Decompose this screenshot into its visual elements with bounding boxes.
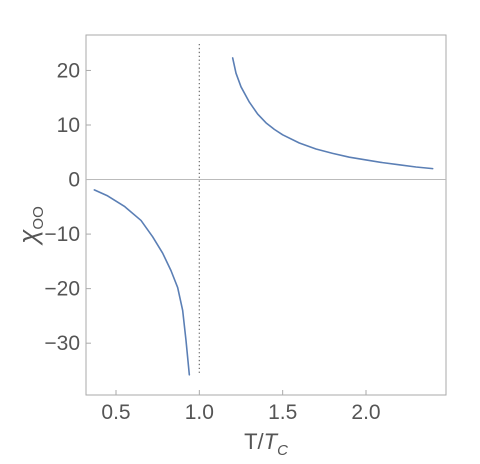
x-axis-label: T/TC — [244, 429, 288, 459]
x-axis-label-main: T/ — [244, 429, 264, 454]
series-line-above-tc — [231, 57, 434, 170]
plot-frame — [85, 34, 447, 396]
x-tick-label: 1.5 — [268, 401, 297, 424]
y-axis-ticks: 20 10 0 −10 −20 −30 — [44, 59, 91, 355]
series-group — [93, 57, 434, 376]
x-tick-label: 2.0 — [351, 401, 380, 424]
x-tick-label: 1.0 — [185, 401, 214, 424]
y-tick-label: 20 — [57, 59, 80, 82]
x-axis-label-sub: C — [277, 442, 288, 459]
series-line-below-tc — [93, 189, 191, 376]
y-axis-label-main: χ — [13, 229, 43, 246]
y-tick-label: −10 — [44, 223, 80, 246]
x-tick-label: 0.5 — [101, 401, 130, 424]
y-tick-label: 10 — [57, 114, 80, 137]
y-tick-label: 0 — [68, 169, 80, 192]
y-axis-label: χOO — [13, 206, 47, 246]
y-tick-label: −20 — [44, 278, 80, 301]
y-axis-label-sub: OO — [30, 206, 47, 229]
x-axis-label-var: T — [264, 429, 279, 454]
x-axis-ticks: 0.5 1.0 1.5 2.0 — [101, 390, 381, 424]
y-tick-label: −30 — [44, 332, 80, 355]
